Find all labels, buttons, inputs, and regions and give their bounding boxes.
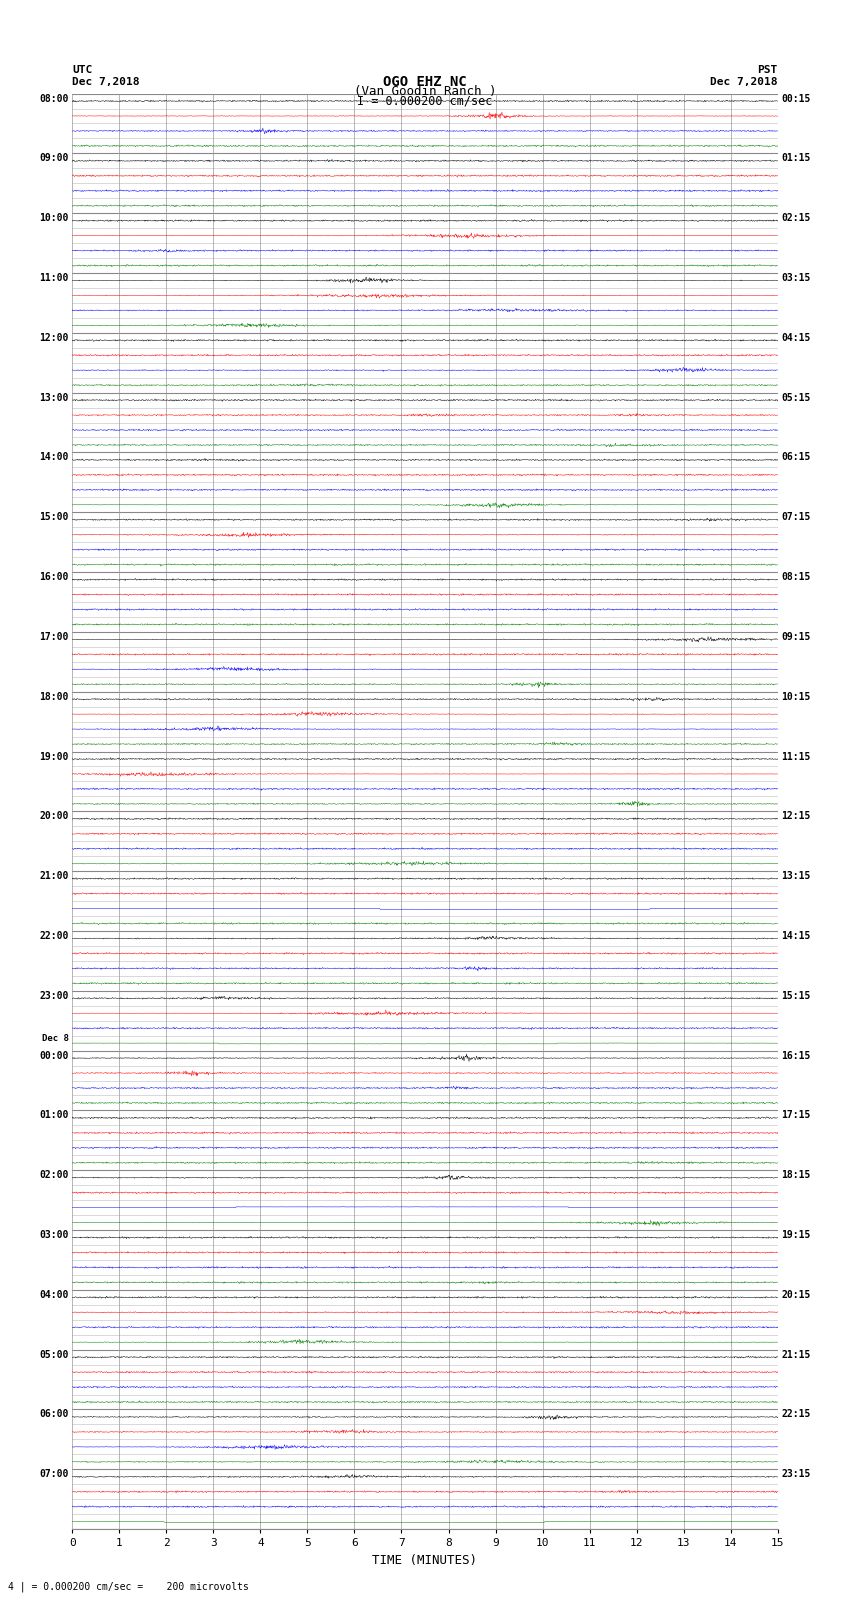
Text: 05:00: 05:00 xyxy=(39,1350,69,1360)
Text: 08:15: 08:15 xyxy=(781,573,811,582)
Text: 18:00: 18:00 xyxy=(39,692,69,702)
Text: 01:15: 01:15 xyxy=(781,153,811,163)
Text: 14:15: 14:15 xyxy=(781,931,811,940)
Text: Dec 7,2018: Dec 7,2018 xyxy=(72,77,139,87)
Text: 18:15: 18:15 xyxy=(781,1171,811,1181)
Text: 17:00: 17:00 xyxy=(39,632,69,642)
Text: 22:15: 22:15 xyxy=(781,1410,811,1419)
Text: 13:15: 13:15 xyxy=(781,871,811,881)
Text: UTC: UTC xyxy=(72,65,93,76)
Text: 05:15: 05:15 xyxy=(781,392,811,403)
Text: 14:00: 14:00 xyxy=(39,453,69,463)
Text: 08:00: 08:00 xyxy=(39,94,69,103)
Text: 22:00: 22:00 xyxy=(39,931,69,940)
X-axis label: TIME (MINUTES): TIME (MINUTES) xyxy=(372,1553,478,1566)
Text: 19:15: 19:15 xyxy=(781,1231,811,1240)
Text: PST: PST xyxy=(757,65,778,76)
Text: 01:00: 01:00 xyxy=(39,1110,69,1121)
Text: 21:15: 21:15 xyxy=(781,1350,811,1360)
Text: 00:15: 00:15 xyxy=(781,94,811,103)
Text: 06:15: 06:15 xyxy=(781,453,811,463)
Text: 10:00: 10:00 xyxy=(39,213,69,223)
Text: 02:15: 02:15 xyxy=(781,213,811,223)
Text: 04:15: 04:15 xyxy=(781,332,811,344)
Text: 04:00: 04:00 xyxy=(39,1290,69,1300)
Text: (Van Goodin Ranch ): (Van Goodin Ranch ) xyxy=(354,84,496,98)
Text: 07:15: 07:15 xyxy=(781,513,811,523)
Text: 19:00: 19:00 xyxy=(39,752,69,761)
Text: 03:00: 03:00 xyxy=(39,1231,69,1240)
Text: 06:00: 06:00 xyxy=(39,1410,69,1419)
Text: 10:15: 10:15 xyxy=(781,692,811,702)
Text: 13:00: 13:00 xyxy=(39,392,69,403)
Text: Dec 8: Dec 8 xyxy=(42,1034,69,1044)
Text: 02:00: 02:00 xyxy=(39,1171,69,1181)
Text: OGO EHZ NC: OGO EHZ NC xyxy=(383,76,467,89)
Text: 12:00: 12:00 xyxy=(39,332,69,344)
Text: 07:00: 07:00 xyxy=(39,1469,69,1479)
Text: 20:00: 20:00 xyxy=(39,811,69,821)
Text: 23:15: 23:15 xyxy=(781,1469,811,1479)
Text: 00:00: 00:00 xyxy=(39,1050,69,1061)
Text: 12:15: 12:15 xyxy=(781,811,811,821)
Text: 17:15: 17:15 xyxy=(781,1110,811,1121)
Text: 23:00: 23:00 xyxy=(39,990,69,1000)
Text: 11:00: 11:00 xyxy=(39,273,69,282)
Text: 09:15: 09:15 xyxy=(781,632,811,642)
Text: 4 | = 0.000200 cm/sec =    200 microvolts: 4 | = 0.000200 cm/sec = 200 microvolts xyxy=(8,1581,249,1592)
Text: Dec 7,2018: Dec 7,2018 xyxy=(711,77,778,87)
Text: I = 0.000200 cm/sec: I = 0.000200 cm/sec xyxy=(357,94,493,108)
Text: 20:15: 20:15 xyxy=(781,1290,811,1300)
Text: 15:00: 15:00 xyxy=(39,513,69,523)
Text: 21:00: 21:00 xyxy=(39,871,69,881)
Text: 11:15: 11:15 xyxy=(781,752,811,761)
Text: 15:15: 15:15 xyxy=(781,990,811,1000)
Text: 09:00: 09:00 xyxy=(39,153,69,163)
Text: 03:15: 03:15 xyxy=(781,273,811,282)
Text: 16:00: 16:00 xyxy=(39,573,69,582)
Text: 16:15: 16:15 xyxy=(781,1050,811,1061)
